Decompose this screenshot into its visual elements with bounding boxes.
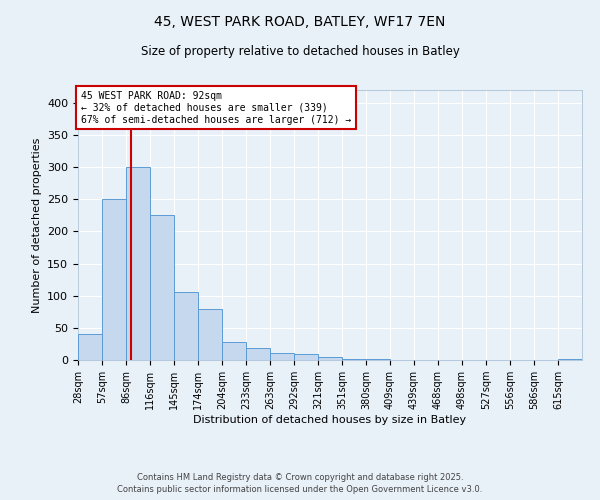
Bar: [78, 334, 102, 360]
Text: Size of property relative to detached houses in Batley: Size of property relative to detached ho…: [140, 45, 460, 58]
X-axis label: Distribution of detached houses by size in Batley: Distribution of detached houses by size …: [193, 415, 467, 425]
Text: Contains public sector information licensed under the Open Government Licence v3: Contains public sector information licen…: [118, 485, 482, 494]
Bar: [270, 353, 294, 360]
Bar: [342, 358, 366, 360]
Y-axis label: Number of detached properties: Number of detached properties: [32, 138, 41, 312]
Bar: [222, 342, 246, 360]
Bar: [294, 354, 318, 360]
Text: 45 WEST PARK ROAD: 92sqm
← 32% of detached houses are smaller (339)
67% of semi-: 45 WEST PARK ROAD: 92sqm ← 32% of detach…: [80, 92, 351, 124]
Bar: [126, 167, 150, 360]
Text: Contains HM Land Registry data © Crown copyright and database right 2025.: Contains HM Land Registry data © Crown c…: [137, 472, 463, 482]
Bar: [174, 292, 198, 360]
Bar: [366, 358, 390, 360]
Bar: [102, 200, 126, 360]
Bar: [246, 348, 270, 360]
Bar: [558, 358, 582, 360]
Bar: [150, 216, 174, 360]
Text: 45, WEST PARK ROAD, BATLEY, WF17 7EN: 45, WEST PARK ROAD, BATLEY, WF17 7EN: [154, 15, 446, 29]
Bar: [198, 308, 222, 360]
Bar: [318, 357, 342, 360]
